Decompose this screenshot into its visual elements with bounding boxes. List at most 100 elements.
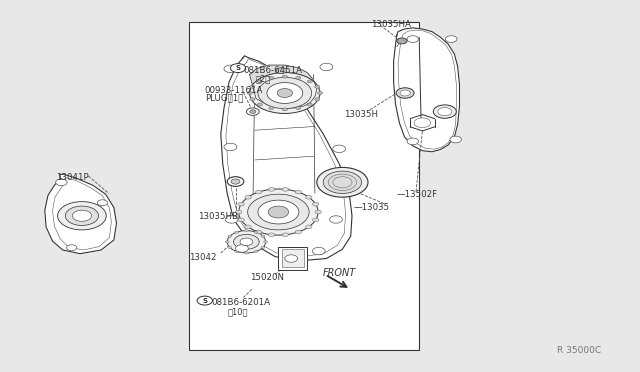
Circle shape (305, 225, 312, 229)
Circle shape (250, 110, 256, 113)
Text: （10）: （10） (227, 307, 248, 316)
Circle shape (67, 245, 77, 251)
Circle shape (228, 235, 232, 237)
Circle shape (315, 85, 320, 88)
Circle shape (250, 98, 255, 101)
Text: —13502F: —13502F (397, 190, 438, 199)
Circle shape (236, 245, 248, 252)
Text: R 35000C: R 35000C (557, 346, 601, 355)
Text: FRONT: FRONT (323, 268, 356, 278)
Circle shape (246, 108, 259, 115)
Circle shape (317, 167, 368, 197)
Circle shape (250, 73, 320, 113)
Circle shape (254, 250, 258, 253)
Text: 13041P: 13041P (56, 173, 89, 182)
Circle shape (295, 230, 301, 234)
Circle shape (282, 75, 287, 78)
Circle shape (255, 230, 262, 234)
Circle shape (225, 216, 238, 223)
Circle shape (230, 64, 246, 73)
Circle shape (261, 246, 265, 248)
Circle shape (268, 206, 289, 218)
Circle shape (258, 200, 299, 224)
Circle shape (397, 38, 407, 44)
Text: （2）: （2） (256, 74, 271, 83)
Circle shape (197, 296, 212, 305)
Circle shape (282, 187, 289, 191)
Circle shape (264, 241, 268, 243)
Circle shape (250, 85, 255, 88)
Circle shape (65, 206, 99, 225)
Circle shape (255, 190, 262, 194)
Circle shape (433, 105, 456, 118)
Circle shape (320, 63, 333, 71)
Text: 13035HB: 13035HB (198, 212, 239, 221)
Circle shape (257, 80, 262, 83)
Circle shape (257, 103, 262, 106)
Text: PLUG（1）: PLUG（1） (205, 93, 243, 102)
Circle shape (414, 118, 431, 128)
Circle shape (248, 194, 309, 230)
Circle shape (333, 145, 346, 153)
Circle shape (72, 210, 92, 221)
Circle shape (238, 202, 244, 206)
Circle shape (285, 255, 298, 262)
Circle shape (315, 98, 320, 101)
Circle shape (267, 83, 303, 103)
Circle shape (224, 65, 237, 73)
Polygon shape (394, 28, 460, 152)
Circle shape (268, 233, 275, 237)
Circle shape (228, 246, 232, 248)
Circle shape (282, 108, 287, 111)
Circle shape (269, 107, 274, 110)
Circle shape (330, 216, 342, 223)
Circle shape (247, 92, 252, 94)
Text: 081B6-6201A: 081B6-6201A (211, 298, 270, 307)
Circle shape (317, 92, 323, 94)
Circle shape (254, 231, 258, 233)
Circle shape (245, 195, 252, 199)
Circle shape (307, 103, 312, 106)
Text: —13035: —13035 (353, 203, 389, 212)
Circle shape (276, 68, 287, 74)
Circle shape (315, 210, 321, 214)
Circle shape (323, 171, 362, 193)
Circle shape (227, 231, 266, 253)
Circle shape (438, 108, 452, 116)
Bar (282, 249, 304, 267)
Text: 081B6-6451A: 081B6-6451A (243, 66, 302, 75)
Circle shape (235, 250, 239, 253)
Circle shape (240, 238, 253, 246)
Circle shape (400, 90, 410, 96)
Circle shape (58, 202, 106, 230)
Circle shape (445, 36, 457, 42)
Text: 13035HA: 13035HA (371, 20, 411, 29)
Circle shape (305, 195, 312, 199)
Circle shape (296, 107, 301, 110)
Text: 00933-1161A: 00933-1161A (205, 86, 263, 94)
Circle shape (450, 136, 461, 143)
Polygon shape (221, 56, 352, 260)
Text: 13035H: 13035H (344, 110, 378, 119)
Circle shape (56, 179, 67, 186)
Circle shape (238, 218, 244, 222)
Circle shape (396, 88, 414, 98)
Circle shape (245, 225, 252, 229)
Circle shape (235, 231, 239, 233)
Text: 15020N: 15020N (250, 273, 284, 282)
Circle shape (307, 80, 312, 83)
Circle shape (244, 252, 248, 254)
Circle shape (312, 202, 319, 206)
Circle shape (258, 77, 312, 109)
Circle shape (407, 36, 419, 42)
Circle shape (296, 76, 301, 79)
Circle shape (225, 241, 229, 243)
Polygon shape (45, 174, 116, 254)
Circle shape (269, 76, 274, 79)
Circle shape (261, 235, 265, 237)
Circle shape (236, 210, 242, 214)
Circle shape (277, 89, 292, 97)
Circle shape (244, 230, 248, 232)
Circle shape (282, 233, 289, 237)
Circle shape (268, 187, 275, 191)
